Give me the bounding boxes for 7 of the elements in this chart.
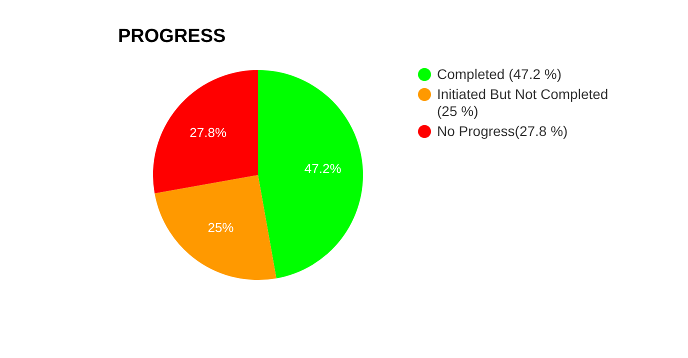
legend-label: Completed (47.2 %) [437, 66, 562, 83]
data-label: 25% [208, 220, 234, 235]
legend-label: No Progress(27.8 %) [437, 123, 568, 140]
data-label: 47.2% [304, 160, 342, 176]
legend-label: Initiated But Not Completed (25 %) [437, 86, 610, 120]
data-label: 27.8% [190, 124, 227, 140]
chart-title: PROGRESS [118, 26, 226, 48]
